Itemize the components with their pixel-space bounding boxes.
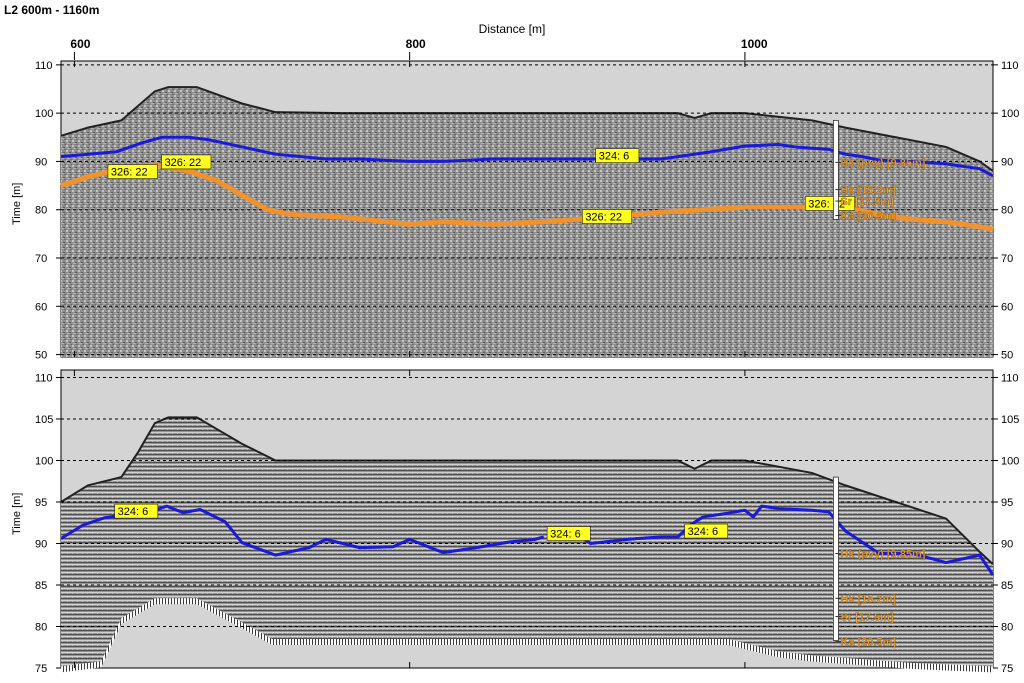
borehole-layer-label: Sr [17.5m] bbox=[840, 612, 894, 624]
borehole-layer-label: Hk (pvy) [9.85m] bbox=[840, 157, 925, 169]
hatched-margin bbox=[61, 598, 993, 673]
borehole-layer-label: Hk (pvy) [9.85m] bbox=[840, 548, 925, 560]
horizon-label: 326: 22 bbox=[165, 157, 202, 169]
borehole-marker bbox=[833, 119, 839, 220]
y-tick-label-right: 75 bbox=[1001, 663, 1013, 675]
panel-bottom: 75 75 80 80 85 85 90 90 95 95 100 100 105 105 110 110 Ti… bbox=[11, 369, 1019, 675]
y-tick-label-right: 50 bbox=[1001, 350, 1013, 362]
profile-title: L2 600m - 1160m bbox=[4, 3, 100, 17]
horizon-line bbox=[576, 504, 995, 576]
borehole-layer-label: Hk [15.2m] bbox=[840, 593, 896, 605]
horizon-label: 326: 22 bbox=[585, 211, 622, 223]
horizon-label-box bbox=[684, 523, 729, 539]
y-tick-label-right: 70 bbox=[1001, 253, 1013, 265]
y-tick-label-left: 100 bbox=[35, 108, 53, 120]
horizon-line bbox=[60, 135, 994, 178]
y-tick-label-right: 100 bbox=[1001, 455, 1019, 467]
y-tick-label-left: 80 bbox=[35, 621, 47, 633]
horizon-line bbox=[154, 504, 545, 557]
y-tick-label-right: 95 bbox=[1001, 497, 1013, 509]
y-tick-label-right: 90 bbox=[1001, 538, 1013, 550]
y-axis-label: Time [m] bbox=[11, 493, 23, 535]
borehole-layer-label: Ka [20.5m] bbox=[840, 211, 896, 223]
y-tick-label-right: 85 bbox=[1001, 580, 1013, 592]
horizon-label-box bbox=[114, 503, 159, 519]
horizon-label-box bbox=[107, 164, 158, 179]
y-tick-label-left: 85 bbox=[35, 580, 47, 592]
horizon-label: 324: 6 bbox=[550, 529, 581, 541]
x-tick-label: 600 bbox=[70, 37, 90, 51]
y-tick-label-left: 110 bbox=[35, 372, 53, 384]
y-axis-label: Time [m] bbox=[11, 183, 23, 225]
y-tick-label-left: 110 bbox=[35, 60, 53, 72]
borehole-layer-label: Hk [15.2m] bbox=[840, 184, 896, 196]
x-axis-label: Distance [m] bbox=[478, 22, 546, 36]
x-tick-label: 800 bbox=[406, 37, 426, 51]
horizon-label: 324: 6 bbox=[599, 151, 630, 163]
y-tick-label-left: 90 bbox=[35, 538, 47, 550]
y-tick-label-right: 100 bbox=[1001, 108, 1019, 120]
y-tick-label-right: 90 bbox=[1001, 156, 1013, 168]
radar-texture bbox=[61, 417, 993, 667]
panel-top: 50 50 60 60 70 70 80 80 90 90 100 100 110 110 Time [m]… bbox=[11, 60, 1019, 362]
x-tick-label: 1000 bbox=[741, 37, 768, 51]
y-tick-label-left: 80 bbox=[35, 205, 47, 217]
horizon-label-box bbox=[582, 209, 632, 224]
y-tick-label-left: 90 bbox=[35, 156, 47, 168]
y-tick-label-right: 80 bbox=[1001, 205, 1013, 217]
y-tick-label-right: 105 bbox=[1001, 414, 1019, 426]
horizon-label: 324: 6 bbox=[688, 526, 719, 538]
ground-surface-line bbox=[60, 416, 994, 565]
borehole-layer-label: Sr [17.5m] bbox=[840, 196, 894, 208]
y-tick-label-right: 80 bbox=[1001, 621, 1013, 633]
y-tick-label-right: 110 bbox=[1001, 60, 1019, 72]
y-tick-label-left: 70 bbox=[35, 253, 47, 265]
horizon-label-box bbox=[161, 154, 212, 170]
horizon-label-box bbox=[805, 196, 855, 211]
horizon-label: 324: 6 bbox=[118, 506, 149, 518]
borehole-marker bbox=[833, 476, 839, 642]
horizon-label: 326: 22 bbox=[111, 167, 148, 179]
y-tick-label-left: 95 bbox=[35, 497, 47, 509]
y-tick-label-right: 60 bbox=[1001, 301, 1013, 313]
y-tick-label-left: 75 bbox=[35, 663, 47, 675]
horizon-line bbox=[60, 514, 117, 540]
y-tick-label-left: 50 bbox=[35, 350, 47, 362]
horizon-label-box bbox=[546, 526, 591, 541]
y-tick-label-right: 110 bbox=[1001, 372, 1019, 384]
horizon-label-box bbox=[595, 148, 640, 163]
y-tick-label-left: 105 bbox=[35, 414, 53, 426]
horizon-line bbox=[60, 162, 994, 232]
y-tick-label-left: 60 bbox=[35, 301, 47, 313]
y-tick-label-left: 100 bbox=[35, 455, 53, 467]
borehole-layer-label: Ka [20.5m] bbox=[840, 636, 896, 648]
